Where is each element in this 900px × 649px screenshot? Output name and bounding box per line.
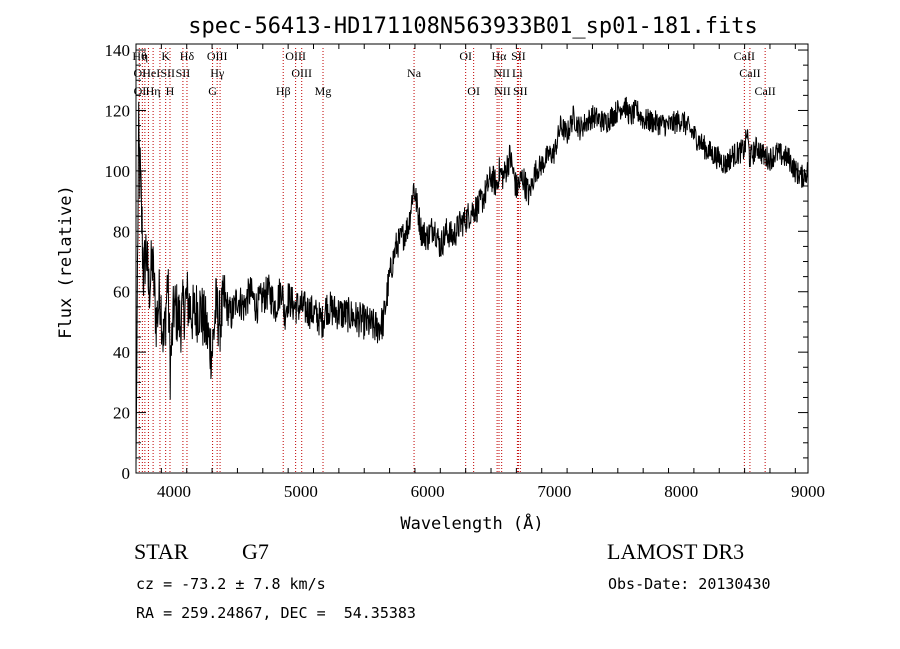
line-label: SII <box>160 66 175 80</box>
line-label: SII <box>511 49 526 63</box>
line-label: Mg <box>315 84 332 98</box>
chart-title: spec-56413-HD171108N563933B01_sp01-181.f… <box>188 14 758 39</box>
y-tick-label: 0 <box>122 464 131 483</box>
line-label: K <box>161 49 170 63</box>
line-label: OIII <box>285 49 306 63</box>
y-tick-label: 20 <box>113 404 130 423</box>
x-tick-label: 8000 <box>664 482 698 501</box>
line-label: OI <box>133 66 146 80</box>
line-label: SII <box>513 84 528 98</box>
line-label: OI <box>459 49 472 63</box>
line-label: OIII <box>291 66 312 80</box>
line-label: HeI <box>142 66 160 80</box>
observation-date: Obs-Date: 20130430 <box>608 575 771 593</box>
line-label: Hδ <box>180 49 195 63</box>
line-label: CaII <box>739 66 760 80</box>
object-class: STAR <box>134 539 189 564</box>
line-label: Li <box>512 66 523 80</box>
y-tick-label: 140 <box>105 41 131 60</box>
line-label: G <box>208 84 217 98</box>
x-axis-ticks: 4000 5000 6000 7000 8000 9000 <box>135 44 825 501</box>
line-label: NII <box>493 66 510 80</box>
survey-name: LAMOST DR3 <box>607 539 745 564</box>
line-label: Hα <box>492 49 508 63</box>
line-label: Hβ <box>276 84 291 98</box>
line-label: OI <box>467 84 480 98</box>
y-tick-label: 100 <box>105 162 131 181</box>
y-axis-label: Flux (relative) <box>56 185 76 339</box>
line-label: CaII <box>754 84 775 98</box>
x-tick-label: 9000 <box>791 482 825 501</box>
emission-line-markers <box>138 48 766 473</box>
x-tick-label: 4000 <box>157 482 191 501</box>
y-tick-label: 40 <box>113 343 130 362</box>
line-label: OI <box>134 84 147 98</box>
x-axis-label: Wavelength (Å) <box>400 512 543 534</box>
line-label: SII <box>176 66 191 80</box>
x-tick-label: 6000 <box>411 482 445 501</box>
line-label: CaII <box>734 49 755 63</box>
line-label: η <box>142 49 148 63</box>
coordinates-readout: RA = 259.24867, DEC = 54.35383 <box>136 604 416 622</box>
line-label: Hγ <box>210 66 225 80</box>
line-label: Hη <box>146 84 161 98</box>
line-label: Na <box>407 66 422 80</box>
x-tick-label: 5000 <box>284 482 318 501</box>
y-tick-label: 120 <box>105 101 131 120</box>
redshift-readout: cz = -73.2 ± 7.8 km/s <box>136 575 326 593</box>
line-label: H <box>166 84 175 98</box>
x-tick-label: 7000 <box>537 482 571 501</box>
object-subclass: G7 <box>242 539 269 564</box>
plot-frame <box>135 43 809 474</box>
spectrum-line <box>135 96 809 468</box>
line-label: NII <box>494 84 511 98</box>
line-label: OIII <box>207 49 228 63</box>
y-tick-label: 60 <box>113 283 130 302</box>
y-axis-ticks: 0 20 40 60 80 100 120 140 <box>105 41 808 483</box>
y-tick-label: 80 <box>113 222 130 241</box>
